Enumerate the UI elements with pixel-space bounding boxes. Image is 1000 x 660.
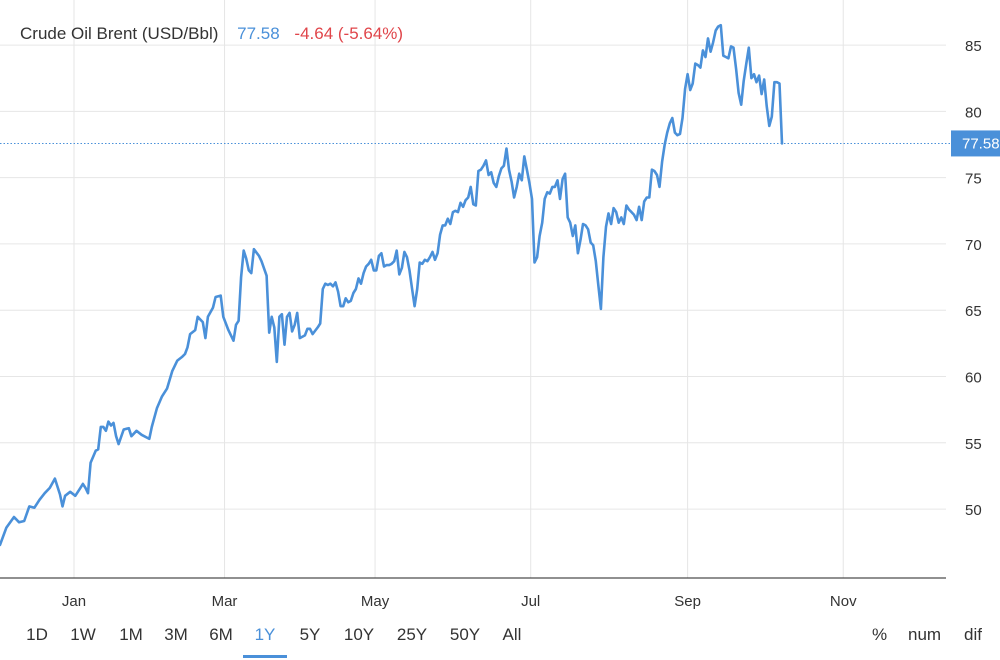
y-tick-label: 75 xyxy=(965,171,982,188)
x-tick-label: Sep xyxy=(674,593,701,610)
current-price-tag: 77.58 xyxy=(951,130,1000,157)
y-tick-label: 55 xyxy=(965,436,982,453)
x-tick-label: Mar xyxy=(212,593,238,610)
x-tick-label: Nov xyxy=(830,593,857,610)
grid-lines xyxy=(0,0,946,578)
range-button-all[interactable]: All xyxy=(502,625,522,644)
range-button-1d[interactable]: 1D xyxy=(26,625,48,644)
range-button-5y[interactable]: 5Y xyxy=(299,625,321,644)
instrument-name: Crude Oil Brent (USD/Bbl) xyxy=(20,24,219,43)
y-tick-label: 60 xyxy=(965,369,982,386)
range-button-6m[interactable]: 6M xyxy=(209,625,233,644)
x-axis: Jan Mar May Jul Sep Nov xyxy=(62,593,857,610)
range-button-25y[interactable]: 25Y xyxy=(396,625,428,644)
current-price-tag-label: 77.58 xyxy=(962,135,1000,152)
range-button-1y[interactable]: 1Y xyxy=(243,622,287,658)
y-axis: 50 55 60 65 70 75 80 85 xyxy=(965,38,982,519)
series-line-brent xyxy=(0,23,784,547)
range-button-3m[interactable]: 3M xyxy=(164,625,188,644)
chart-legend: Crude Oil Brent (USD/Bbl) 77.58 -4.64 (-… xyxy=(20,24,403,44)
y-tick-label: 50 xyxy=(965,502,982,519)
x-tick-label: Jul xyxy=(521,593,540,610)
x-tick-label: May xyxy=(361,593,390,610)
current-price-tag-box xyxy=(951,130,1000,157)
y-tick-label: 65 xyxy=(965,303,982,320)
x-tick-label: Jan xyxy=(62,593,86,610)
last-price: 77.58 xyxy=(237,24,280,43)
mode-button-percent[interactable]: % xyxy=(872,625,888,644)
mode-button-dif[interactable]: dif xyxy=(964,625,982,644)
range-button-50y[interactable]: 50Y xyxy=(449,625,481,644)
y-tick-label: 80 xyxy=(965,104,982,121)
price-change: -4.64 (-5.64%) xyxy=(294,24,404,43)
range-button-10y[interactable]: 10Y xyxy=(343,625,375,644)
y-tick-label: 85 xyxy=(965,38,982,55)
mode-button-num[interactable]: num xyxy=(908,625,942,644)
range-selector: 1D 1W 1M 3M 6M 1Y 5Y 10Y 25Y 50Y All % n… xyxy=(0,622,1000,660)
y-tick-label: 70 xyxy=(965,237,982,254)
range-button-1w[interactable]: 1W xyxy=(70,625,96,644)
range-button-1m[interactable]: 1M xyxy=(119,625,143,644)
